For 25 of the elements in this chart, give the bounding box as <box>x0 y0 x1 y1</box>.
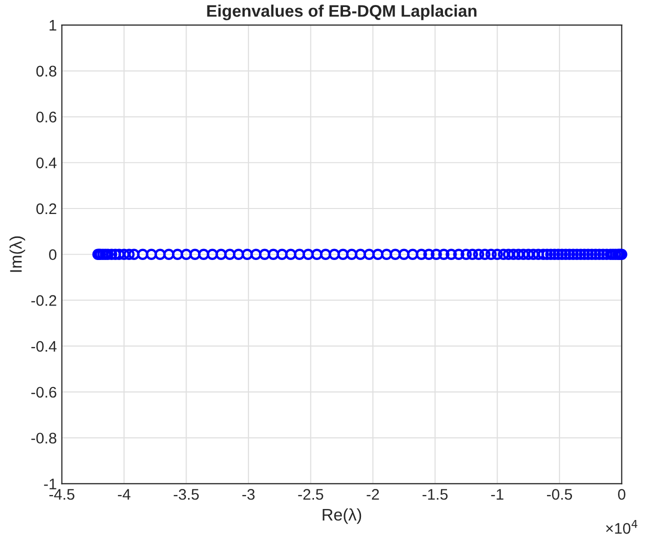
x-axis-title: Re(λ) <box>322 508 362 524</box>
y-tick-label: 0.2 <box>36 203 56 214</box>
x-tick-label: -4 <box>118 489 130 500</box>
text: ×10$^{4}$ <box>606 520 638 534</box>
x-tick-label: -1.5 <box>422 489 448 500</box>
x-tick-label: -3 <box>242 488 255 500</box>
y-tick-label: 0.4 <box>36 158 57 168</box>
x-tick-label: -2 <box>366 488 379 500</box>
y-axis-title: Im(λ) <box>10 236 26 272</box>
y-tick-label: 0 <box>49 249 56 260</box>
y-tick-label: -0.6 <box>31 386 56 398</box>
y-tick-label: -0.8 <box>31 432 56 444</box>
x-tick-label: -4.5 <box>49 489 74 500</box>
x-tick-label: 0 <box>618 488 626 500</box>
y-tick-label: -0.2 <box>31 295 56 306</box>
y-tick-label: 0.6 <box>36 112 56 122</box>
y-tick-label: -0.4 <box>31 340 57 352</box>
x-tick-label: -3.5 <box>174 488 199 500</box>
y-tick-label: 0.8 <box>36 66 56 77</box>
y-tick-label: -1 <box>44 478 56 490</box>
chart-title: Eigenvalues of EB-DQM Laplacian <box>207 4 476 20</box>
x-tick-label: -1 <box>491 489 504 500</box>
x-tick-label: -0.5 <box>547 488 572 500</box>
y-tick-label: 1 <box>50 20 56 31</box>
x-tick-label: -2.5 <box>298 488 324 500</box>
